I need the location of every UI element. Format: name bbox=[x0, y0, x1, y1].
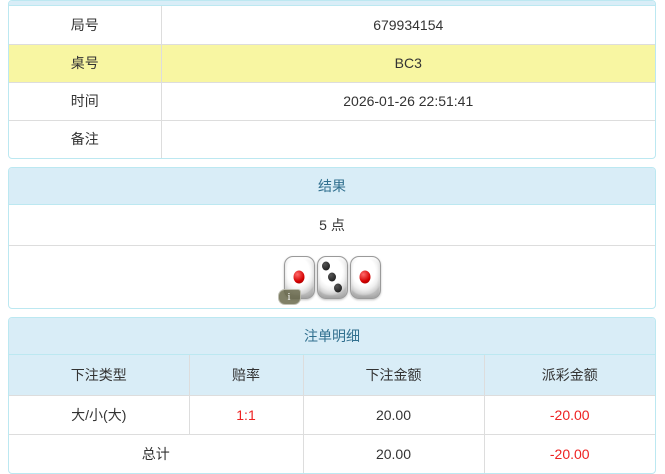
round-id-value: 679934154 bbox=[373, 16, 444, 33]
die-2-showing-3 bbox=[316, 255, 348, 299]
die-pip bbox=[328, 272, 337, 282]
round-id-label: 局号 bbox=[9, 6, 162, 44]
table-id-value: BC3 bbox=[161, 43, 655, 82]
bets-panel: 注单明细 下注类型 赔率 下注金额 派彩金额 大/小(大) 1:1 20.00 … bbox=[8, 317, 656, 474]
bet-type: 大/小(大) bbox=[9, 394, 189, 434]
result-heading: 结果 bbox=[9, 168, 655, 205]
game-info-table: 局号 679934154 桌号 BC3 时间 2026-01-26 22:51:… bbox=[9, 6, 655, 158]
time-label: 时间 bbox=[9, 81, 162, 120]
die-3-showing-1 bbox=[349, 255, 381, 299]
table-id-label: 桌号 bbox=[9, 43, 162, 82]
col-header-bet-type: 下注类型 bbox=[9, 355, 189, 395]
result-points: 5 点 bbox=[9, 205, 655, 246]
game-info-row-time: 时间 2026-01-26 22:51:41 bbox=[9, 81, 655, 120]
bet-payout: -20.00 bbox=[483, 394, 655, 434]
bets-table: 下注类型 赔率 下注金额 派彩金额 大/小(大) 1:1 20.00 -20.0… bbox=[9, 355, 655, 473]
bets-header-row: 下注类型 赔率 下注金额 派彩金额 bbox=[9, 355, 655, 395]
die-1-showing-1: i bbox=[277, 255, 315, 305]
remark-value bbox=[161, 119, 655, 158]
result-panel: 结果 5 点 i bbox=[8, 167, 656, 309]
die-pip bbox=[359, 270, 371, 284]
total-label: 总计 bbox=[9, 433, 303, 473]
bet-row: 大/小(大) 1:1 20.00 -20.00 bbox=[9, 394, 655, 434]
bet-odds: 1:1 bbox=[188, 394, 303, 434]
total-payout: -20.00 bbox=[483, 433, 655, 473]
dice-row: i bbox=[9, 246, 655, 308]
total-amount: 20.00 bbox=[302, 433, 484, 473]
game-info-row-remark: 备注 bbox=[9, 119, 655, 158]
die-pip bbox=[293, 270, 305, 284]
game-info-panel: 局号 679934154 桌号 BC3 时间 2026-01-26 22:51:… bbox=[8, 0, 656, 159]
total-row: 总计 20.00 -20.00 bbox=[9, 433, 655, 473]
bets-heading: 注单明细 bbox=[9, 318, 655, 355]
die-pip bbox=[334, 283, 343, 293]
panel-heading-cropped bbox=[9, 1, 655, 6]
bet-amount: 20.00 bbox=[302, 394, 484, 434]
game-info-row-round: 局号 679934154 bbox=[9, 6, 655, 44]
info-icon[interactable]: i bbox=[277, 288, 301, 305]
time-value: 2026-01-26 22:51:41 bbox=[161, 81, 655, 120]
col-header-payout: 派彩金额 bbox=[483, 355, 655, 395]
col-header-odds: 赔率 bbox=[188, 355, 303, 395]
die-pip bbox=[322, 261, 331, 271]
remark-label: 备注 bbox=[9, 119, 162, 158]
game-info-row-table: 桌号 BC3 bbox=[9, 43, 655, 82]
col-header-bet-amount: 下注金额 bbox=[302, 355, 484, 395]
